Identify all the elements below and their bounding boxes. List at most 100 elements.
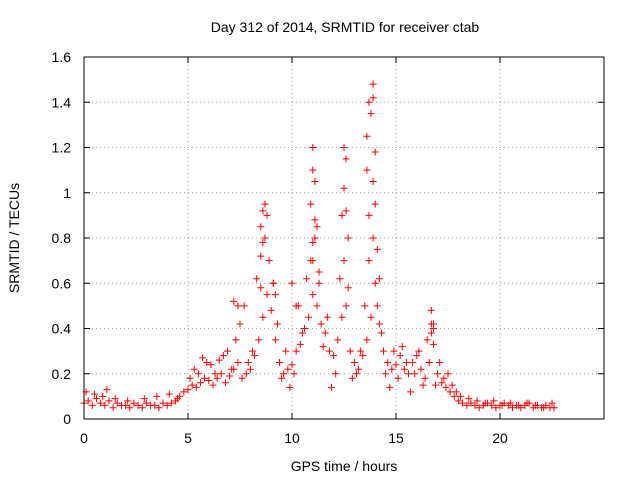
y-tick-label: 1 <box>63 185 71 201</box>
data-point <box>436 358 444 366</box>
data-point <box>400 365 408 373</box>
data-point <box>419 381 427 389</box>
data-point <box>371 279 379 287</box>
data-point <box>365 98 373 106</box>
data-point <box>288 279 296 287</box>
data-point <box>450 392 458 400</box>
data-point <box>207 361 215 369</box>
data-point <box>276 358 284 366</box>
data-point <box>352 370 360 378</box>
data-point <box>194 370 202 378</box>
data-point <box>398 343 406 351</box>
data-point <box>471 401 479 409</box>
data-point <box>481 399 489 407</box>
y-tick-label: 0.6 <box>52 275 72 291</box>
data-point <box>380 347 388 355</box>
data-point <box>375 320 383 328</box>
data-point <box>124 397 132 405</box>
data-point <box>363 336 371 344</box>
data-point <box>259 207 267 215</box>
data-point <box>105 397 113 405</box>
data-point <box>188 381 196 389</box>
data-point <box>415 347 423 355</box>
data-point <box>236 320 244 328</box>
data-point <box>311 216 319 224</box>
data-point <box>404 370 412 378</box>
data-point <box>342 302 350 310</box>
data-point <box>421 374 429 382</box>
data-point <box>490 397 498 405</box>
data-point <box>488 401 496 409</box>
data-point <box>427 306 435 314</box>
data-point <box>330 352 338 360</box>
data-point <box>167 399 175 407</box>
data-point <box>338 313 346 321</box>
data-point <box>180 388 188 396</box>
data-point <box>377 329 385 337</box>
data-point <box>248 347 256 355</box>
data-point <box>253 275 261 283</box>
data-point <box>492 404 500 412</box>
data-point <box>317 320 325 328</box>
data-point <box>298 329 306 337</box>
data-point <box>442 383 450 391</box>
data-point <box>97 399 105 407</box>
data-point <box>315 279 323 287</box>
data-point <box>263 211 271 219</box>
gridlines <box>84 57 604 419</box>
y-tick-label: 0 <box>63 411 71 427</box>
data-point <box>196 379 204 387</box>
data-point <box>373 302 381 310</box>
data-point <box>309 239 317 247</box>
data-point <box>234 302 242 310</box>
data-point <box>142 399 150 407</box>
data-point <box>296 340 304 348</box>
data-point <box>313 302 321 310</box>
data-point <box>234 358 242 366</box>
x-axis-label: GPS time / hours <box>291 458 398 474</box>
data-point <box>444 370 452 378</box>
data-point <box>134 401 142 409</box>
x-tick-label: 20 <box>492 430 508 446</box>
x-tick-label: 5 <box>184 430 192 446</box>
data-point <box>465 395 473 403</box>
data-point <box>369 94 377 102</box>
data-point <box>340 257 348 265</box>
data-point <box>508 404 516 412</box>
data-point <box>205 377 213 385</box>
data-point <box>456 392 464 400</box>
data-point <box>130 399 138 407</box>
axis-ticks <box>83 56 604 420</box>
data-point <box>280 370 288 378</box>
data-point <box>367 110 375 118</box>
data-point <box>548 399 556 407</box>
data-point <box>432 381 440 389</box>
data-point <box>425 358 433 366</box>
data-point <box>361 302 369 310</box>
data-point <box>475 404 483 412</box>
data-point <box>271 291 279 299</box>
data-point <box>311 234 319 242</box>
data-point <box>340 144 348 151</box>
data-point <box>365 211 373 219</box>
data-point <box>394 374 402 382</box>
data-point <box>452 388 460 396</box>
data-point <box>346 347 354 355</box>
data-point <box>348 374 356 382</box>
data-point <box>429 340 437 348</box>
data-point <box>409 358 417 366</box>
data-point <box>209 381 217 389</box>
data-point <box>228 365 236 373</box>
data-point <box>523 399 531 407</box>
data-point <box>219 352 227 360</box>
data-point <box>201 374 209 382</box>
data-point <box>251 352 259 360</box>
data-point <box>434 370 442 378</box>
data-point <box>257 252 265 260</box>
data-point <box>273 320 281 328</box>
data-point <box>473 397 481 405</box>
data-point <box>88 401 96 409</box>
y-tick-label: 0.2 <box>52 366 72 382</box>
data-point <box>427 329 435 337</box>
data-point <box>290 370 298 378</box>
